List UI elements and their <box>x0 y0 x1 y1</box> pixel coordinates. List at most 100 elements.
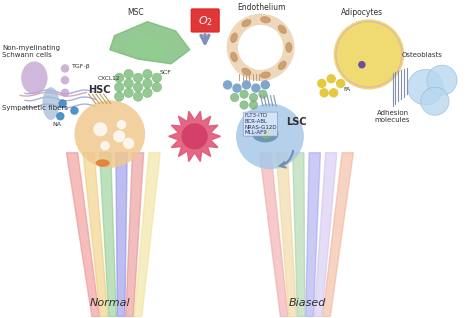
Polygon shape <box>134 153 160 317</box>
Circle shape <box>240 101 248 109</box>
Ellipse shape <box>279 25 286 33</box>
Circle shape <box>249 101 258 109</box>
Polygon shape <box>83 153 108 317</box>
Circle shape <box>232 83 242 93</box>
Circle shape <box>143 88 152 98</box>
FancyBboxPatch shape <box>191 9 219 32</box>
Polygon shape <box>110 22 190 64</box>
Ellipse shape <box>408 69 443 105</box>
Circle shape <box>261 128 272 139</box>
Polygon shape <box>116 153 127 317</box>
Circle shape <box>124 88 133 98</box>
Text: Adhesion
molecules: Adhesion molecules <box>375 110 410 123</box>
Polygon shape <box>292 153 305 317</box>
Text: Non-myelinating
Schwann cells: Non-myelinating Schwann cells <box>2 45 60 58</box>
Text: FA: FA <box>343 87 350 92</box>
Polygon shape <box>124 36 166 57</box>
Ellipse shape <box>336 22 402 87</box>
Circle shape <box>124 69 133 79</box>
Circle shape <box>238 25 283 70</box>
Text: TGF-β: TGF-β <box>72 64 91 68</box>
Text: Adipocytes: Adipocytes <box>341 8 383 17</box>
Circle shape <box>251 83 261 93</box>
Circle shape <box>70 107 79 115</box>
Circle shape <box>115 82 124 92</box>
Text: CXCL12: CXCL12 <box>98 76 120 81</box>
Text: SCF: SCF <box>159 70 171 75</box>
Circle shape <box>336 79 346 88</box>
Ellipse shape <box>334 19 404 90</box>
Ellipse shape <box>261 72 270 78</box>
Circle shape <box>230 93 239 102</box>
Polygon shape <box>314 153 337 317</box>
Ellipse shape <box>252 126 278 142</box>
Circle shape <box>317 79 327 88</box>
Circle shape <box>240 90 248 99</box>
Text: HSC: HSC <box>89 85 111 95</box>
Circle shape <box>133 92 143 101</box>
Circle shape <box>319 88 329 98</box>
Circle shape <box>58 99 67 108</box>
Circle shape <box>223 80 232 90</box>
Ellipse shape <box>279 61 286 69</box>
Circle shape <box>133 73 143 82</box>
Ellipse shape <box>242 20 251 26</box>
Circle shape <box>93 122 108 136</box>
Circle shape <box>143 79 152 88</box>
Ellipse shape <box>42 87 59 120</box>
Polygon shape <box>66 153 100 317</box>
Ellipse shape <box>21 61 47 94</box>
Text: MSC: MSC <box>128 8 144 17</box>
Ellipse shape <box>74 100 145 168</box>
Text: Osteoblasts: Osteoblasts <box>402 52 443 58</box>
Circle shape <box>242 80 251 90</box>
Circle shape <box>329 88 338 98</box>
Circle shape <box>261 80 270 90</box>
Ellipse shape <box>96 159 110 167</box>
Circle shape <box>113 130 125 142</box>
Text: Endothelium: Endothelium <box>237 3 285 12</box>
Circle shape <box>143 69 152 79</box>
Circle shape <box>100 141 110 150</box>
Polygon shape <box>276 153 296 317</box>
Circle shape <box>182 123 208 149</box>
Text: NA: NA <box>52 121 61 127</box>
Circle shape <box>133 82 143 92</box>
Text: Sympathetic fibers: Sympathetic fibers <box>2 105 68 111</box>
Polygon shape <box>169 111 220 162</box>
Circle shape <box>61 89 69 97</box>
Polygon shape <box>306 153 320 317</box>
Ellipse shape <box>286 43 292 52</box>
Text: Normal: Normal <box>90 298 130 308</box>
Circle shape <box>152 82 162 92</box>
Polygon shape <box>323 153 354 317</box>
Ellipse shape <box>421 87 449 115</box>
Ellipse shape <box>231 33 237 42</box>
Ellipse shape <box>231 52 237 61</box>
Circle shape <box>358 61 365 68</box>
Circle shape <box>249 93 258 102</box>
Circle shape <box>61 64 69 73</box>
Ellipse shape <box>242 68 251 75</box>
Circle shape <box>259 90 267 99</box>
Polygon shape <box>260 153 288 317</box>
Polygon shape <box>126 153 144 317</box>
Circle shape <box>117 120 126 129</box>
Text: Biased: Biased <box>289 298 327 308</box>
Polygon shape <box>100 153 117 317</box>
Ellipse shape <box>427 65 457 95</box>
Text: FLT3-ITD
BCR-ABL
NRAS-G12D
MLL-AF9: FLT3-ITD BCR-ABL NRAS-G12D MLL-AF9 <box>244 113 277 135</box>
Circle shape <box>123 138 134 149</box>
Circle shape <box>152 73 162 82</box>
Circle shape <box>56 112 64 121</box>
Circle shape <box>227 14 294 81</box>
Ellipse shape <box>261 17 270 23</box>
Ellipse shape <box>236 104 304 169</box>
Circle shape <box>115 73 124 82</box>
Text: LSC: LSC <box>286 117 307 127</box>
Circle shape <box>124 79 133 88</box>
Text: $O_2$: $O_2$ <box>198 14 212 28</box>
Circle shape <box>327 74 336 83</box>
Circle shape <box>61 76 69 84</box>
Circle shape <box>115 92 124 101</box>
